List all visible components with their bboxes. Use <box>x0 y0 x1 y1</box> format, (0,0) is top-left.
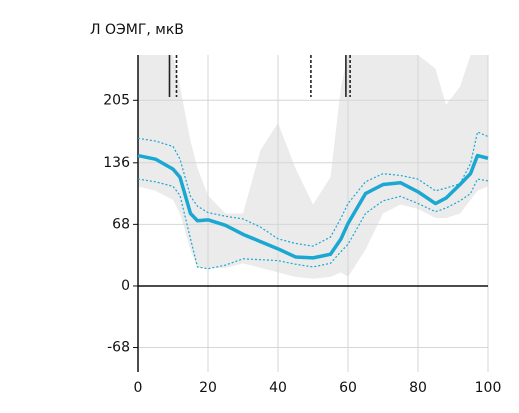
x-tick-label: 40 <box>269 380 287 396</box>
series-line <box>137 153 489 260</box>
series-line <box>137 178 489 270</box>
x-tick-label: 80 <box>409 380 427 396</box>
y-tick-label: 205 <box>103 92 130 108</box>
range-band <box>138 55 488 279</box>
y-tick-label: -68 <box>107 340 130 356</box>
chart-title: Л ОЭМГ, мкВ <box>90 22 184 38</box>
x-tick-label: 100 <box>475 380 502 396</box>
x-tick-label: 20 <box>199 380 217 396</box>
x-tick-label: 60 <box>339 380 357 396</box>
y-tick-label: 0 <box>121 278 130 294</box>
y-tick-label: 136 <box>103 155 130 171</box>
y-tick-label: 68 <box>112 216 130 232</box>
x-tick-label: 0 <box>134 380 143 396</box>
